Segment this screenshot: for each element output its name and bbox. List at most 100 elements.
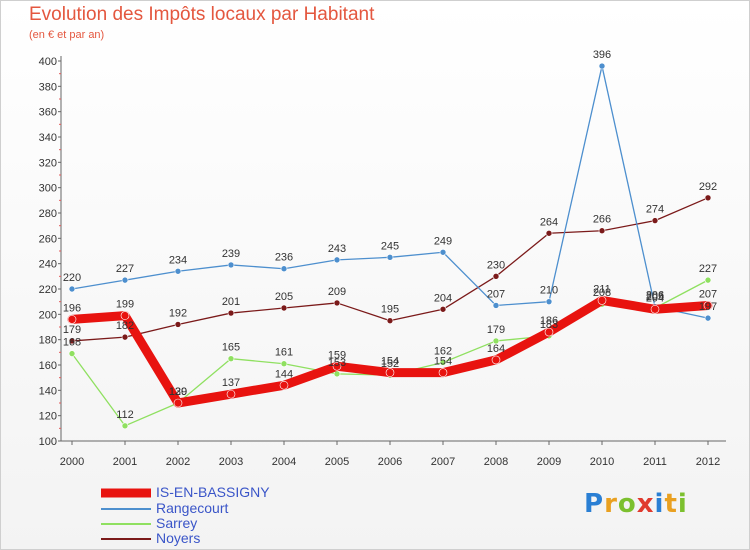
series-2-point xyxy=(121,422,129,430)
series-1-value-label: 236 xyxy=(275,252,293,264)
series-1-point xyxy=(68,285,76,293)
series-3-point xyxy=(545,229,553,237)
series-2-point xyxy=(280,360,288,368)
series-1-value-label: 227 xyxy=(116,263,134,275)
series-3-point xyxy=(174,321,182,328)
series-0-value-label: 137 xyxy=(222,377,240,389)
series-2-value-label: 129 xyxy=(169,386,187,398)
series-0-point xyxy=(120,311,130,320)
x-tick-label: 2003 xyxy=(219,456,243,468)
series-line-0 xyxy=(67,295,713,408)
axes: 100 120 140 160 180 200 220 240 260 280 300 320 340 3… xyxy=(39,56,726,468)
series-1-point xyxy=(545,298,553,305)
series-0-point xyxy=(385,368,395,377)
series-3-value-label: 266 xyxy=(593,214,611,226)
series-1-point xyxy=(598,62,606,70)
chart-subtitle: (en € et par an) xyxy=(29,29,105,41)
series-3-point xyxy=(333,299,341,307)
y-tick-label: 180 xyxy=(39,335,57,347)
y-tick-label: 160 xyxy=(39,360,57,372)
series-0-point xyxy=(332,361,342,371)
series-3-point xyxy=(492,273,500,280)
x-tick-label: 2007 xyxy=(431,456,455,468)
logo-letter: i xyxy=(677,489,688,519)
y-tick-label: 260 xyxy=(39,233,57,245)
series-3-point xyxy=(386,317,394,324)
y-tick-label: 360 xyxy=(39,107,57,119)
chart-title: Evolution des Impôts locaux par Habitant xyxy=(29,4,375,25)
y-tick-label: 320 xyxy=(39,157,57,169)
series-3-value-label: 209 xyxy=(328,286,346,298)
data-labels: 196 199 130 137 144 159 154 154 164 186 211 204 207 2… xyxy=(63,49,717,421)
y-tick-label: 280 xyxy=(39,208,57,220)
y-tick-label: 200 xyxy=(39,309,57,321)
series-2-value-label: 168 xyxy=(63,337,81,349)
series-3-point xyxy=(598,227,606,235)
x-tick-label: 2010 xyxy=(590,456,614,468)
series-1-value-label: 206 xyxy=(646,290,664,302)
series-1-value-label: 234 xyxy=(169,254,187,266)
legend-swatch-2 xyxy=(101,523,151,525)
logo-letter: o xyxy=(617,489,637,519)
series-layer xyxy=(67,62,713,430)
x-tick-label: 2008 xyxy=(484,456,508,468)
series-1-value-label: 245 xyxy=(381,240,399,252)
series-0-point xyxy=(491,355,501,365)
series-3-value-label: 264 xyxy=(540,216,558,228)
logo-letter: i xyxy=(654,489,665,519)
series-2-value-label: 205 xyxy=(646,291,664,303)
series-1-point xyxy=(121,276,129,284)
y-tick-label: 120 xyxy=(39,411,57,423)
series-2-value-label: 161 xyxy=(275,347,293,359)
series-2-value-label: 208 xyxy=(593,287,611,299)
series-0-point xyxy=(703,301,713,310)
series-0-value-label: 159 xyxy=(328,349,346,361)
series-1-point xyxy=(386,254,394,261)
series-1-value-label: 243 xyxy=(328,243,346,255)
series-2-value-label: 152 xyxy=(381,358,399,370)
legend-label-3: Noyers xyxy=(156,530,201,546)
x-tick-label: 2009 xyxy=(537,456,561,468)
series-0-value-label: 154 xyxy=(381,356,399,368)
logo-letter: x xyxy=(636,489,655,519)
series-0-point xyxy=(544,327,554,337)
series-0-point xyxy=(173,398,183,408)
series-0-value-label: 186 xyxy=(540,315,558,327)
series-2-value-label: 162 xyxy=(434,345,452,357)
series-0-point xyxy=(67,315,77,324)
series-3-value-label: 230 xyxy=(487,259,505,271)
series-3-value-label: 195 xyxy=(381,304,399,316)
series-2-value-label: 165 xyxy=(222,342,240,354)
y-tick-label: 340 xyxy=(39,132,57,144)
legend-swatch-0 xyxy=(101,488,151,498)
series-1-value-label: 396 xyxy=(593,49,611,61)
series-1-point xyxy=(174,267,182,275)
proxiti-logo: Proxiti xyxy=(584,489,688,519)
y-tick-label: 220 xyxy=(39,284,57,296)
series-0-point xyxy=(438,368,448,377)
series-1-point xyxy=(227,261,235,269)
series-3-value-label: 205 xyxy=(275,291,293,303)
series-0-value-label: 164 xyxy=(487,343,505,355)
x-tick-label: 2006 xyxy=(378,456,402,468)
series-3-point xyxy=(227,309,235,317)
series-1-value-label: 220 xyxy=(63,272,81,284)
series-0-value-label: 199 xyxy=(116,299,134,311)
x-tick-label: 2001 xyxy=(113,456,137,468)
series-3-point xyxy=(280,304,288,312)
series-1-value-label: 249 xyxy=(434,235,452,247)
series-0-point xyxy=(279,380,289,390)
legend-label-2: Sarrey xyxy=(156,515,198,531)
x-tick-label: 2004 xyxy=(272,456,296,468)
series-1-point xyxy=(439,248,447,256)
x-tick-label: 2002 xyxy=(166,456,190,468)
y-tick-label: 100 xyxy=(39,436,57,448)
x-tick-label: 2005 xyxy=(325,456,349,468)
series-0-value-label: 211 xyxy=(593,283,611,295)
series-3-value-label: 192 xyxy=(169,307,187,319)
legend-label-0: IS-EN-BASSIGNY xyxy=(156,484,270,500)
series-0-point xyxy=(597,296,607,305)
series-2-point xyxy=(68,350,76,357)
series-2-point xyxy=(439,359,447,366)
